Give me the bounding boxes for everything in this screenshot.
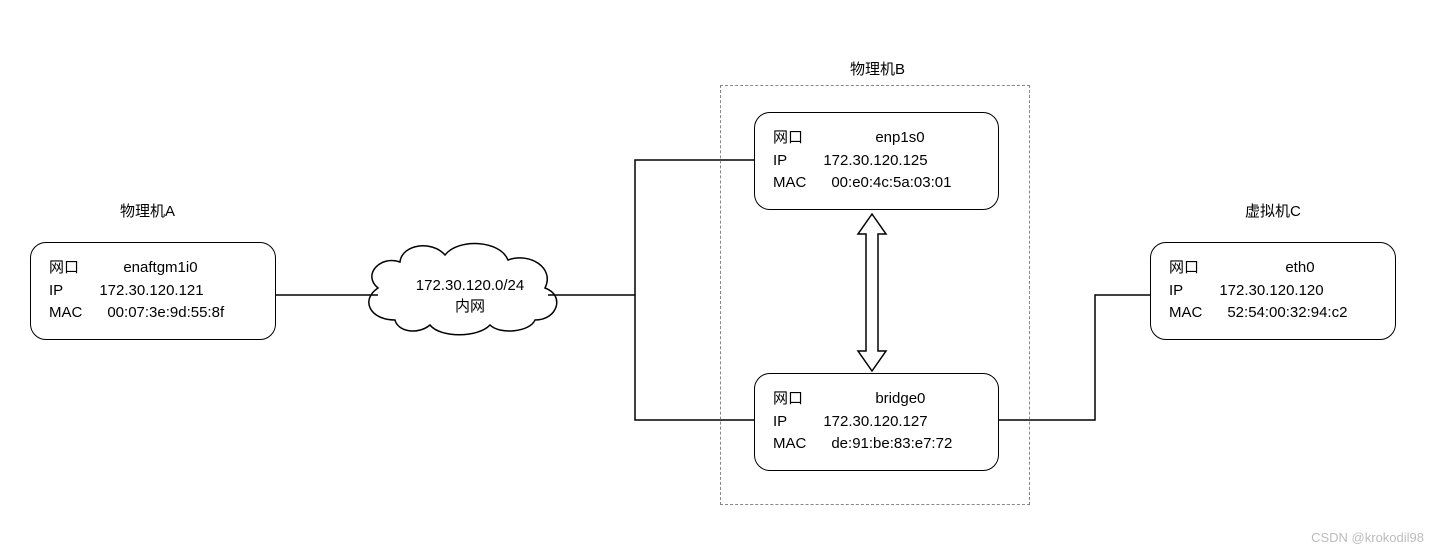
host-a-ifrow: 网口 enaftgm1i0: [49, 257, 257, 280]
cloud-subtitle: 内网: [400, 296, 540, 317]
vmc-if-label: 网口: [1169, 257, 1217, 280]
host-a-title: 物理机A: [120, 200, 175, 221]
bridge-macrow: MAC de:91:be:83:e7:72: [773, 433, 980, 456]
host-b-title: 物理机B: [850, 58, 905, 79]
enp-iprow: IP 172.30.120.125: [773, 150, 980, 173]
host-a-box: 网口 enaftgm1i0 IP 172.30.120.121 MAC 00:0…: [30, 242, 276, 340]
host-a-if-name: enaftgm1i0: [123, 259, 197, 276]
enp-ip-label: IP: [773, 150, 805, 173]
cloud-text: 172.30.120.0/24 内网: [400, 275, 540, 317]
vm-c-box: 网口 eth0 IP 172.30.120.120 MAC 52:54:00:3…: [1150, 242, 1396, 340]
vmc-ifrow: 网口 eth0: [1169, 257, 1377, 280]
vmc-mac-label: MAC: [1169, 302, 1209, 325]
enp-macrow: MAC 00:e0:4c:5a:03:01: [773, 172, 980, 195]
bridge-ip: 172.30.120.127: [823, 413, 927, 430]
diagram-canvas: 物理机A 网口 enaftgm1i0 IP 172.30.120.121 MAC…: [0, 0, 1442, 555]
vmc-ip-label: IP: [1169, 280, 1201, 303]
bridge-if-label: 网口: [773, 388, 821, 411]
enp-ifrow: 网口 enp1s0: [773, 127, 980, 150]
host-b-enp-box: 网口 enp1s0 IP 172.30.120.125 MAC 00:e0:4c…: [754, 112, 999, 210]
enp-if-name: enp1s0: [875, 129, 924, 146]
enp-if-label: 网口: [773, 127, 821, 150]
vmc-macrow: MAC 52:54:00:32:94:c2: [1169, 302, 1377, 325]
bridge-mac: de:91:be:83:e7:72: [831, 435, 952, 452]
bridge-ifrow: 网口 bridge0: [773, 388, 980, 411]
bridge-ip-label: IP: [773, 411, 805, 434]
host-b-bridge-box: 网口 bridge0 IP 172.30.120.127 MAC de:91:b…: [754, 373, 999, 471]
vmc-ip: 172.30.120.120: [1219, 282, 1323, 299]
bridge-iprow: IP 172.30.120.127: [773, 411, 980, 434]
vmc-mac: 52:54:00:32:94:c2: [1227, 304, 1347, 321]
enp-ip: 172.30.120.125: [823, 152, 927, 169]
vm-c-title: 虚拟机C: [1245, 200, 1301, 221]
host-a-if-label: 网口: [49, 257, 97, 280]
host-a-mac-label: MAC: [49, 302, 89, 325]
bridge-if-name: bridge0: [875, 390, 925, 407]
enp-mac-label: MAC: [773, 172, 813, 195]
host-a-mac: 00:07:3e:9d:55:8f: [107, 304, 224, 321]
host-a-ip: 172.30.120.121: [99, 282, 203, 299]
watermark-text: CSDN @krokodil98: [1311, 530, 1424, 545]
enp-mac: 00:e0:4c:5a:03:01: [831, 174, 951, 191]
bridge-mac-label: MAC: [773, 433, 813, 456]
vmc-if-name: eth0: [1285, 259, 1314, 276]
host-a-ip-label: IP: [49, 280, 81, 303]
vmc-iprow: IP 172.30.120.120: [1169, 280, 1377, 303]
host-a-iprow: IP 172.30.120.121: [49, 280, 257, 303]
cloud-cidr: 172.30.120.0/24: [400, 275, 540, 296]
host-a-macrow: MAC 00:07:3e:9d:55:8f: [49, 302, 257, 325]
